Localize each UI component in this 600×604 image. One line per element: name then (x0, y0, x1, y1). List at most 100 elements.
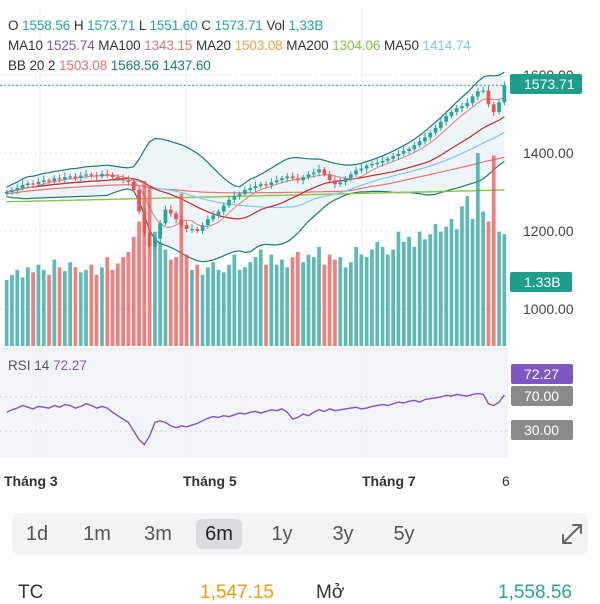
volume-bar (237, 269, 242, 346)
volume-bar (10, 274, 14, 346)
candle-body (290, 176, 295, 179)
volume-bar (258, 249, 263, 346)
volume-bar (306, 254, 311, 346)
volume-bar (428, 234, 433, 346)
candle-body (428, 132, 433, 138)
candle-body (158, 223, 162, 239)
volume-bar (216, 269, 221, 346)
candle-body (31, 183, 35, 185)
volume-bar (57, 267, 62, 346)
volume-bar (190, 269, 194, 346)
candle-body (153, 238, 157, 247)
volume-bar (301, 262, 305, 346)
volume-bar (248, 262, 253, 346)
volume-bar (465, 196, 470, 346)
volume-bar (375, 241, 380, 346)
period-1m[interactable]: 1m (83, 523, 111, 545)
candle-body (232, 195, 237, 200)
rsi-legend: RSI 14 72.27 (8, 358, 87, 373)
expand-icon[interactable] (560, 522, 584, 546)
candle-body (137, 190, 141, 212)
candle-body (280, 178, 284, 181)
bb-upper-value: 1568.56 (110, 58, 159, 73)
volume-bar (232, 254, 237, 346)
volume-bar (206, 267, 210, 346)
open-label: Mở (316, 582, 345, 603)
volume-bar (94, 274, 99, 346)
volume-bar (481, 211, 485, 346)
candle-body (306, 174, 311, 178)
volume-bar (364, 257, 369, 346)
rsi-70-tag-text: 70.00 (524, 388, 559, 404)
volume-bar (497, 231, 501, 346)
candle-body (274, 180, 279, 183)
candle-body (200, 225, 205, 231)
candle-body (168, 209, 173, 214)
price-tick-1000: 1000.00 (523, 301, 574, 317)
chart-area[interactable]: 1600.001400.001200.001000.001573.711.33B… (0, 0, 600, 500)
volume-bar (491, 155, 496, 346)
candle-body (439, 121, 443, 128)
ma100-value: 1343.15 (144, 38, 193, 53)
rsi-30-tag (511, 420, 573, 440)
candle-body (190, 229, 194, 231)
period-6m[interactable]: 6m (196, 519, 242, 549)
candle-body (396, 153, 401, 157)
rsi-70-tag (511, 386, 573, 406)
candle-body (375, 162, 380, 164)
volume-bar (105, 257, 110, 346)
volume-bar (78, 272, 83, 346)
candle-body (73, 176, 78, 178)
period-3m[interactable]: 3m (144, 523, 172, 545)
bb-legend: BB 20 2 1503.08 1568.56 1437.60 (8, 58, 211, 73)
volume-bar (338, 257, 343, 346)
volume-bar (322, 264, 327, 346)
candle-body (216, 211, 221, 216)
rsi-line (6, 392, 505, 446)
volume-bar (386, 254, 390, 346)
period-3y[interactable]: 3y (332, 523, 354, 545)
candle-body (364, 165, 369, 169)
candle-body (359, 168, 364, 171)
volume-bar (380, 246, 385, 346)
candle-body (4, 192, 9, 194)
candle-body (179, 219, 184, 226)
candle-body (333, 180, 337, 185)
period-1d[interactable]: 1d (25, 523, 49, 545)
rsi-current-tag-text: 72.27 (524, 366, 559, 382)
time-label-may: Tháng 5 (183, 473, 237, 489)
volume-bar (264, 264, 268, 346)
candle-body (184, 225, 189, 229)
period-5y[interactable]: 5y (393, 523, 415, 545)
candle-body (63, 177, 67, 180)
volume-bar (147, 187, 152, 347)
period-1y[interactable]: 1y (271, 523, 293, 545)
bollinger-band-fill (6, 72, 505, 262)
volume-bar (253, 257, 258, 346)
ma-legend: MA10 1525.74 MA100 1343.15 MA20 1503.08 … (8, 38, 471, 53)
candle-body (497, 102, 501, 113)
volume-bar (163, 249, 168, 346)
rsi-value: 72.27 (53, 358, 87, 373)
volume-bar (126, 252, 131, 346)
volume-bar (52, 259, 57, 346)
current-price-tag (510, 74, 582, 94)
candle-body (465, 103, 470, 107)
candle-body (126, 180, 131, 182)
candle-body (470, 96, 475, 103)
volume-bar (200, 274, 205, 346)
volume-bar (412, 246, 417, 346)
candle-body (105, 174, 110, 176)
volume-bar (423, 239, 427, 346)
volume-bar (168, 259, 173, 346)
volume-bar (280, 259, 284, 346)
candle-body (423, 137, 427, 142)
candle-body (258, 184, 263, 187)
volume-bar (327, 254, 332, 346)
candle-body (243, 190, 247, 194)
candle-body (84, 174, 88, 176)
volume-tag-text: 1.33B (524, 274, 561, 290)
candle-body (248, 188, 253, 191)
candle-body (131, 181, 136, 191)
volume-bar (47, 274, 51, 346)
